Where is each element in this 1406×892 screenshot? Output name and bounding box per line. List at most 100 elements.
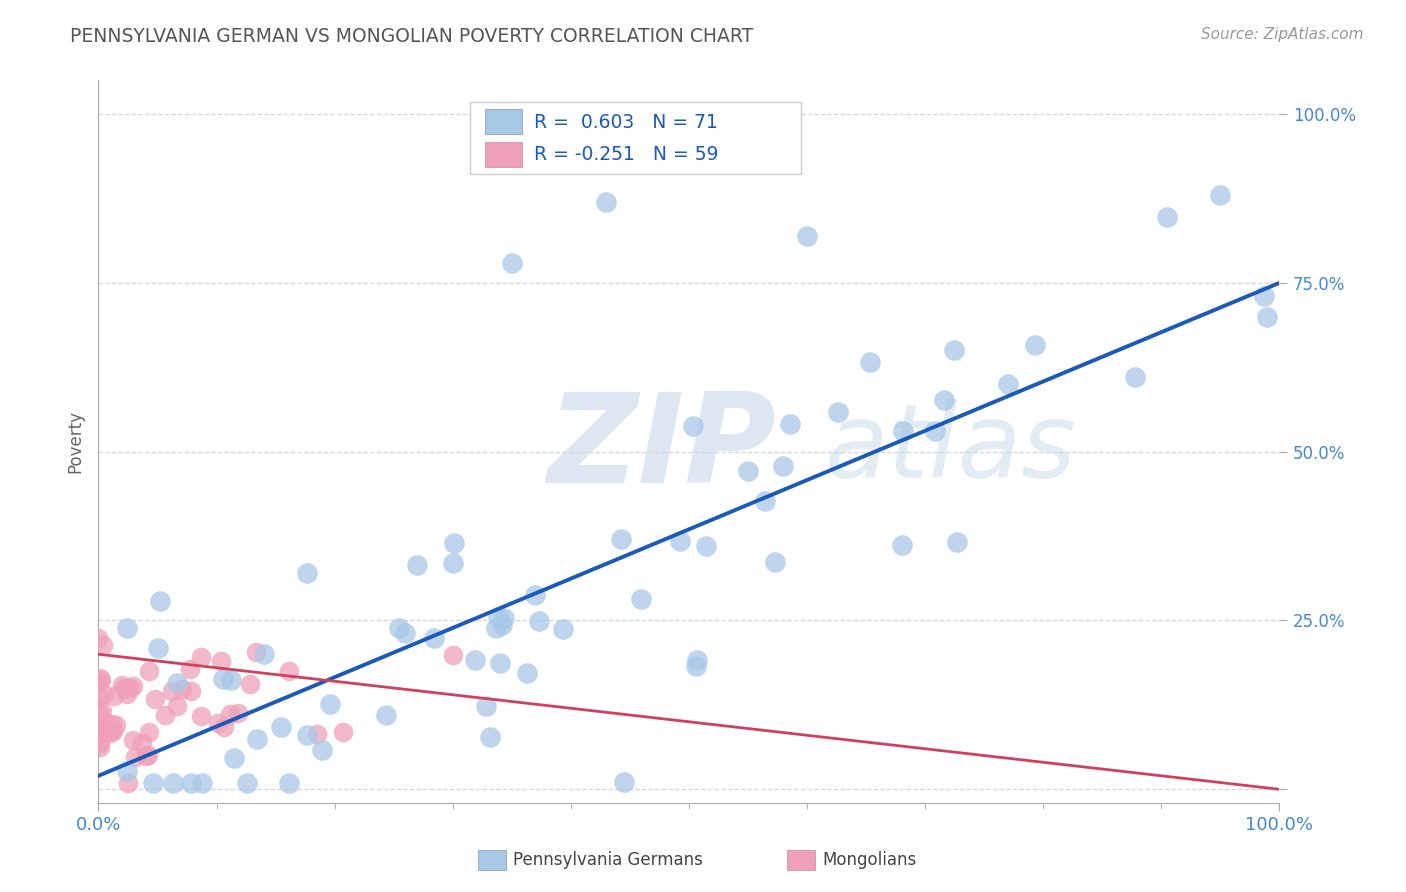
Point bbox=[170, 681, 193, 696]
Point bbox=[859, 355, 882, 369]
Point bbox=[239, 677, 262, 691]
Point bbox=[91, 714, 114, 728]
Point bbox=[527, 614, 550, 628]
Point bbox=[101, 724, 124, 739]
Point bbox=[932, 393, 955, 408]
Point bbox=[441, 556, 464, 570]
Text: Source: ZipAtlas.com: Source: ZipAtlas.com bbox=[1201, 27, 1364, 42]
Point bbox=[117, 775, 139, 789]
Point bbox=[89, 736, 111, 750]
Point bbox=[100, 717, 122, 731]
Point bbox=[87, 734, 110, 748]
Point bbox=[942, 343, 965, 357]
Point bbox=[946, 534, 969, 549]
Text: R = -0.251   N = 59: R = -0.251 N = 59 bbox=[534, 145, 718, 164]
Point bbox=[489, 656, 512, 670]
Point bbox=[91, 719, 114, 733]
Point bbox=[138, 664, 160, 678]
Point bbox=[118, 681, 141, 696]
Point bbox=[166, 675, 188, 690]
FancyBboxPatch shape bbox=[485, 142, 523, 167]
Point bbox=[630, 592, 652, 607]
Point bbox=[115, 687, 138, 701]
Point bbox=[1024, 337, 1046, 351]
Point bbox=[1253, 289, 1275, 303]
Point bbox=[117, 764, 139, 778]
FancyBboxPatch shape bbox=[485, 109, 523, 135]
Point bbox=[595, 194, 617, 209]
Point bbox=[492, 611, 515, 625]
Point bbox=[142, 775, 165, 789]
Point bbox=[686, 653, 709, 667]
Point bbox=[146, 640, 169, 655]
Point bbox=[1209, 188, 1232, 202]
Point bbox=[91, 639, 114, 653]
Point bbox=[486, 610, 509, 624]
Point bbox=[87, 676, 110, 690]
Point bbox=[180, 683, 202, 698]
Point bbox=[1123, 370, 1146, 384]
Point bbox=[827, 405, 849, 419]
Point bbox=[219, 673, 242, 688]
Point bbox=[236, 775, 259, 789]
Point bbox=[772, 459, 794, 474]
Point bbox=[103, 690, 125, 704]
Point bbox=[87, 714, 110, 729]
Point bbox=[87, 631, 110, 645]
Point bbox=[796, 228, 818, 243]
Point bbox=[924, 425, 946, 439]
Point bbox=[149, 594, 172, 608]
Point bbox=[891, 538, 914, 552]
Point bbox=[682, 419, 704, 434]
Point bbox=[278, 665, 301, 679]
Text: ZIP: ZIP bbox=[547, 388, 776, 509]
Point bbox=[516, 666, 538, 681]
Point bbox=[90, 673, 112, 687]
Point bbox=[475, 698, 498, 713]
Point bbox=[307, 727, 329, 741]
Point bbox=[443, 536, 465, 550]
Point bbox=[166, 698, 188, 713]
Y-axis label: Poverty: Poverty bbox=[66, 410, 84, 473]
Point bbox=[669, 534, 692, 549]
Point bbox=[491, 618, 513, 632]
Point bbox=[89, 706, 111, 720]
Point bbox=[115, 622, 138, 636]
Point bbox=[246, 731, 269, 746]
Point bbox=[162, 775, 184, 789]
Point bbox=[138, 725, 160, 739]
Point bbox=[295, 728, 318, 742]
Point bbox=[190, 649, 212, 664]
Point bbox=[763, 555, 786, 569]
Point bbox=[484, 621, 506, 635]
Point bbox=[111, 678, 134, 692]
Point bbox=[997, 376, 1019, 391]
Point bbox=[754, 494, 776, 508]
Point bbox=[121, 732, 143, 747]
Point bbox=[212, 672, 235, 686]
Point bbox=[131, 736, 153, 750]
Point bbox=[89, 671, 111, 685]
Point bbox=[388, 621, 411, 635]
Point bbox=[1156, 210, 1178, 224]
Point bbox=[207, 715, 229, 730]
Point bbox=[464, 652, 486, 666]
Text: R =  0.603   N = 71: R = 0.603 N = 71 bbox=[534, 112, 718, 132]
FancyBboxPatch shape bbox=[471, 102, 801, 174]
Point bbox=[685, 659, 707, 673]
Point bbox=[375, 707, 398, 722]
Point bbox=[311, 742, 333, 756]
Point bbox=[295, 566, 318, 580]
Point bbox=[226, 706, 249, 721]
Point bbox=[93, 716, 115, 731]
Point bbox=[479, 730, 502, 744]
Point bbox=[245, 645, 267, 659]
Point bbox=[87, 731, 110, 745]
Point bbox=[737, 464, 759, 478]
Point bbox=[191, 775, 214, 789]
Point bbox=[551, 623, 574, 637]
Point bbox=[222, 751, 245, 765]
Point bbox=[93, 687, 115, 701]
Text: atlas: atlas bbox=[825, 399, 1076, 499]
Point bbox=[209, 654, 232, 668]
